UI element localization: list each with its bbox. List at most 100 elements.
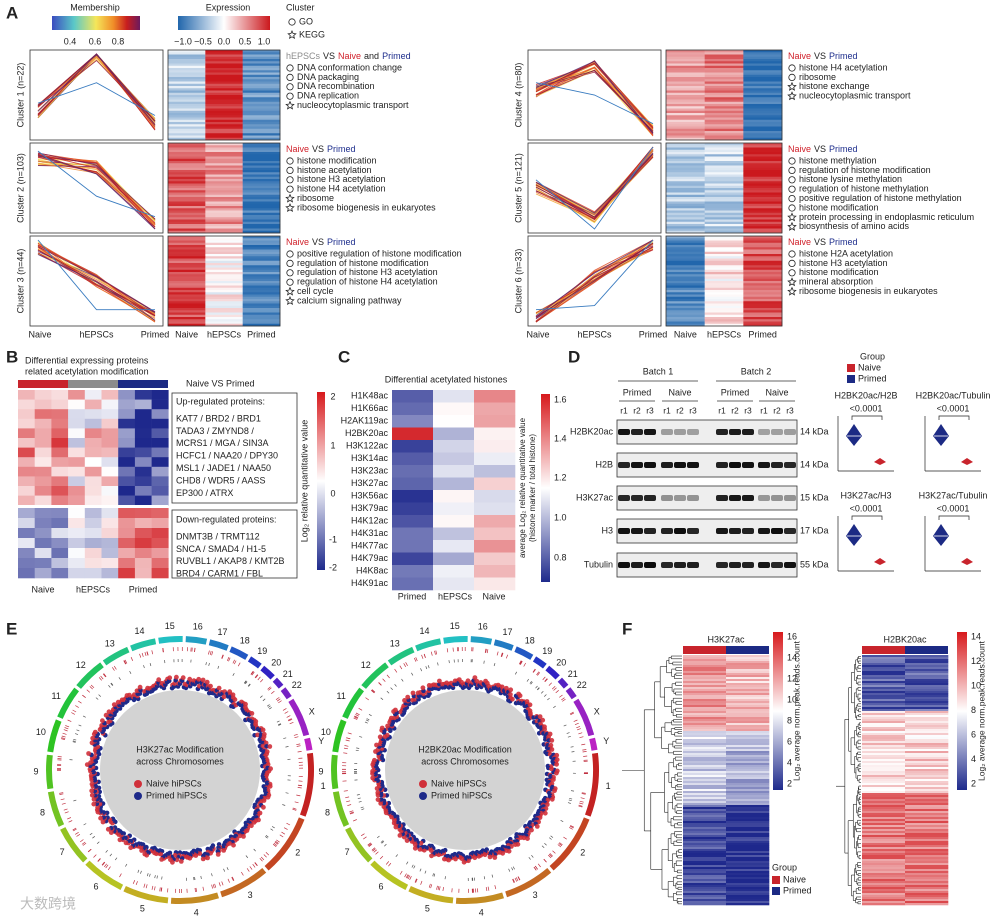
- x-label: Primed: [247, 329, 276, 339]
- heatmap-cell: [666, 299, 705, 302]
- heatmap-cell: [242, 294, 281, 298]
- blot-band: [631, 462, 643, 468]
- peak-tick: [241, 871, 244, 876]
- dot-naive: [375, 790, 381, 796]
- peak-tick: [265, 852, 270, 856]
- heatmap-cell: [666, 217, 705, 220]
- comparison-part: VS: [312, 144, 324, 154]
- heatmap-cell: [683, 787, 727, 790]
- heatmap-cell: [862, 809, 906, 812]
- peak-tick: [432, 873, 434, 877]
- heatmap-cell: [242, 285, 281, 289]
- heatmap-cell: [68, 528, 86, 539]
- heatmap-cell: [743, 188, 783, 191]
- heatmap-cell: [666, 265, 705, 268]
- heatmap-cell: [862, 749, 906, 752]
- heatmap-cell: [743, 131, 783, 134]
- peak-tick: [356, 794, 360, 796]
- heatmap-cell: [474, 415, 516, 428]
- colorbar-tick: 1.2: [554, 472, 567, 482]
- heatmap-cell: [101, 428, 119, 439]
- peak-tick: [541, 845, 545, 849]
- heatmap-cell: [666, 174, 705, 178]
- dot-naive: [429, 853, 434, 859]
- heatmap-cell: [726, 729, 770, 732]
- heatmap-cell: [168, 88, 206, 91]
- heatmap-cell: [134, 518, 152, 529]
- heatmap-cell: [168, 179, 206, 182]
- peak-tick: [244, 680, 247, 684]
- heatmap-cell: [68, 518, 86, 529]
- box-title: Down-regulated proteins:: [176, 514, 277, 524]
- heatmap-cell: [743, 319, 783, 322]
- heatmap-cell: [666, 124, 705, 127]
- blot-band: [618, 495, 630, 501]
- heatmap-cell: [242, 192, 281, 196]
- heatmap-cell: [862, 859, 906, 862]
- peak-tick: [82, 842, 87, 846]
- heatmap-cell: [726, 753, 770, 756]
- heatmap-cell: [18, 518, 35, 529]
- heatmap-cell: [168, 174, 206, 178]
- blot-band: [661, 429, 673, 435]
- chromosome-label: 21: [283, 669, 293, 679]
- heatmap-cell: [683, 881, 727, 884]
- heatmap-cell: [726, 657, 770, 660]
- heatmap-cell: [683, 783, 727, 786]
- heatmap-cell: [666, 314, 705, 318]
- peak-tick: [486, 649, 489, 654]
- heatmap-cell: [704, 135, 744, 139]
- heatmap-cell: [704, 212, 744, 216]
- heatmap-cell: [743, 249, 783, 253]
- heatmap-cell: [704, 236, 744, 239]
- heatmap-cell: [704, 305, 744, 309]
- x-label: Naive: [482, 591, 505, 601]
- heatmap-cell: [726, 741, 770, 744]
- heatmap-cell: [666, 285, 705, 289]
- peak-tick: [423, 653, 426, 658]
- peak-tick: [208, 662, 210, 666]
- heatmap-cell: [205, 170, 243, 173]
- heatmap-cell: [666, 74, 705, 78]
- heatmap-cell: [474, 577, 516, 591]
- heatmap-cell: [18, 476, 35, 487]
- heatmap-cell: [683, 893, 727, 896]
- blot-band: [784, 562, 796, 568]
- heatmap-title: H2BK20ac: [883, 634, 927, 644]
- chromosome-arc: [370, 860, 409, 890]
- heatmap-cell: [666, 203, 705, 207]
- heatmap-cell: [743, 242, 783, 246]
- heatmap-cell: [168, 119, 206, 123]
- heatmap-cell: [726, 867, 770, 870]
- heatmap-cell: [704, 194, 744, 198]
- heatmap-cell: [18, 447, 35, 458]
- heatmap-cell: [862, 829, 906, 832]
- heatmap-cell: [34, 558, 52, 569]
- peak-tick: [268, 687, 272, 691]
- heatmap-cell: [205, 56, 243, 60]
- heatmap-cell: [666, 236, 705, 239]
- heatmap-cell: [168, 221, 206, 225]
- heatmap-cell: [704, 183, 744, 187]
- blot-band: [716, 528, 728, 534]
- heatmap-cell: [242, 238, 281, 241]
- chromosome-label: 19: [542, 646, 552, 656]
- blot-band: [729, 562, 741, 568]
- heatmap-cell: [905, 901, 949, 904]
- colorbar-tick: 2: [330, 391, 335, 401]
- heatmap-cell: [84, 548, 102, 559]
- heatmap-cell: [474, 552, 516, 566]
- heatmap-cell: [205, 77, 243, 80]
- panel-label: C: [338, 347, 350, 366]
- dot-naive: [92, 729, 98, 735]
- peak-tick: [570, 790, 575, 792]
- heatmap-cell: [101, 486, 119, 496]
- heatmap-cell: [905, 845, 949, 848]
- peak-tick: [63, 729, 68, 732]
- heatmap-cell: [242, 77, 281, 80]
- heatmap-cell: [84, 428, 102, 439]
- colorbar-tick: 2: [971, 778, 976, 788]
- heatmap-cell: [905, 655, 949, 658]
- heatmap-cell: [862, 779, 906, 782]
- heatmap-cell: [666, 194, 705, 198]
